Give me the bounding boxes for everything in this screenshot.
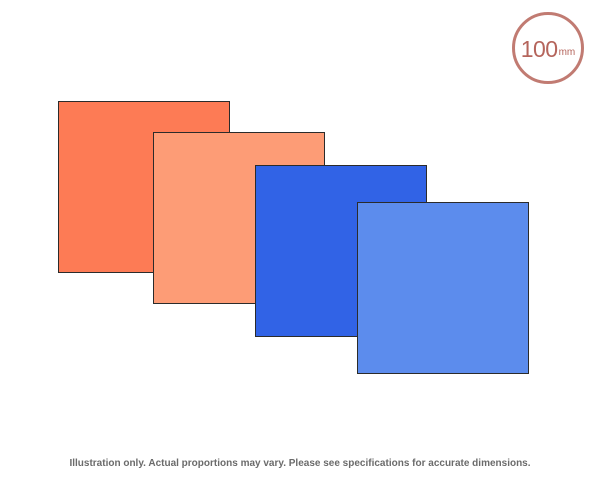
disclaimer-text: Illustration only. Actual proportions ma… (69, 458, 531, 469)
size-badge-value: 100 (520, 35, 558, 62)
size-badge: 100 mm (512, 12, 584, 84)
size-badge-unit: mm (558, 47, 576, 58)
color-swatch-light-blue (357, 202, 529, 374)
